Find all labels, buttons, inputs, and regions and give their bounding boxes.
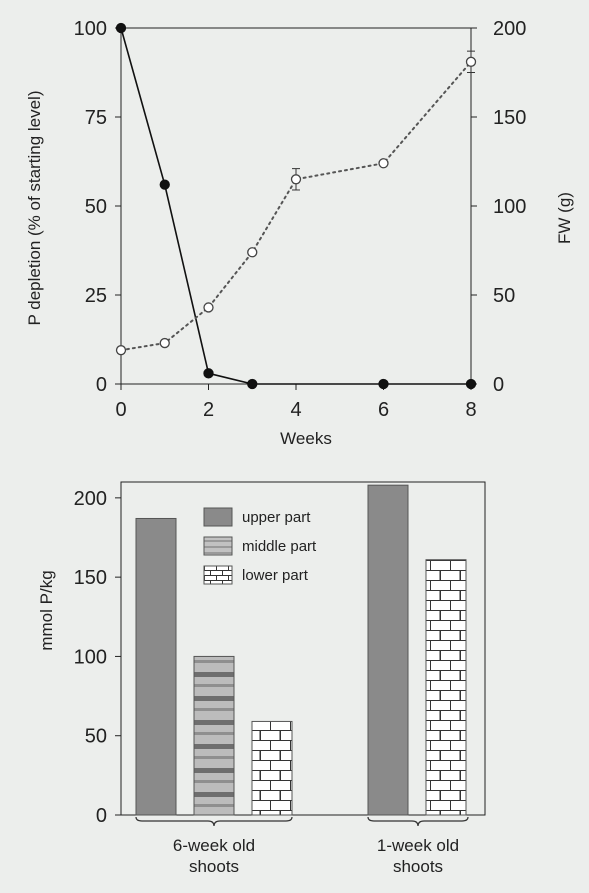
bottom-y-axis-label: mmol P/kg xyxy=(37,570,56,650)
bottom-y-tick-label: 50 xyxy=(85,726,107,748)
group-label-line: shoots xyxy=(189,857,239,876)
p-depletion-data-point xyxy=(115,22,127,34)
top-y-axis-label: P depletion (% of starting level) xyxy=(25,91,44,326)
bottom-chart-group-labels: 6-week old shoots 1-week old shoots xyxy=(135,816,469,876)
fw-data-point xyxy=(159,337,170,349)
legend-label: middle part xyxy=(242,538,317,555)
top-x-tick-label: 0 xyxy=(115,399,126,421)
top-y-tick-label: 100 xyxy=(74,18,107,40)
top-x-tick-label: 2 xyxy=(203,399,214,421)
legend-swatch-middle-part xyxy=(203,536,233,556)
bottom-plot-frame xyxy=(120,481,486,816)
fw-data-point xyxy=(203,302,214,313)
top-y2-tick-label: 150 xyxy=(493,107,526,129)
p-depletion-data-point xyxy=(378,378,389,390)
group-brace xyxy=(135,816,293,827)
top-x-tick-label: 4 xyxy=(290,399,301,421)
bottom-chart-axes xyxy=(120,481,486,816)
top-chart-marks xyxy=(115,22,477,390)
bar-upper-part xyxy=(135,517,177,816)
bottom-chart-ticks: 0 50 100 150 200 xyxy=(74,488,121,827)
top-y2-tick-label: 200 xyxy=(493,18,526,40)
top-x-axis-label: Weeks xyxy=(280,429,332,448)
top-y2-axis-label: FW (g) xyxy=(555,192,574,244)
legend-label: upper part xyxy=(242,509,311,526)
fw-data-point xyxy=(290,174,302,185)
top-y-tick-label: 75 xyxy=(85,107,107,129)
top-y-tick-label: 0 xyxy=(96,374,107,396)
top-chart-axes xyxy=(120,27,472,385)
group-label-line: shoots xyxy=(393,857,443,876)
fw-data-point xyxy=(378,158,389,169)
legend-label: lower part xyxy=(242,567,309,584)
fw-data-point xyxy=(247,247,258,258)
p-depletion-series-line xyxy=(120,27,472,385)
top-x-tick-label: 8 xyxy=(465,399,476,421)
top-y-tick-label: 50 xyxy=(85,196,107,218)
bar-lower-part xyxy=(425,559,467,816)
top-y-tick-label: 25 xyxy=(85,285,107,307)
top-y2-tick-label: 0 xyxy=(493,374,504,396)
top-x-tick-label: 6 xyxy=(378,399,389,421)
fw-data-point xyxy=(115,345,127,356)
bottom-y-tick-label: 100 xyxy=(74,646,107,668)
legend-swatch-lower-part xyxy=(203,565,233,585)
bottom-y-tick-label: 0 xyxy=(96,805,107,827)
bottom-y-tick-label: 200 xyxy=(74,488,107,510)
bottom-y-tick-label: 150 xyxy=(74,567,107,589)
top-y2-tick-label: 100 xyxy=(493,196,526,218)
bar-upper-part xyxy=(367,484,409,816)
group-label-line: 6-week old xyxy=(173,836,255,855)
group-label-line: 1-week old xyxy=(377,836,459,855)
bottom-chart-legend: upper part middle part lower part xyxy=(203,507,317,585)
bar-lower-part xyxy=(251,720,293,816)
p-depletion-data-point xyxy=(247,378,258,390)
bar-middle-part xyxy=(193,655,235,816)
top-y2-tick-label: 50 xyxy=(493,285,515,307)
group-brace xyxy=(367,816,469,827)
p-depletion-data-point xyxy=(203,368,214,379)
p-depletion-data-point xyxy=(465,378,477,390)
top-plot-frame xyxy=(120,27,472,385)
bottom-chart: 0 50 100 150 200 upper part middle part lower … xyxy=(37,481,486,876)
fw-data-point xyxy=(465,56,477,67)
fw-series-line xyxy=(120,60,472,352)
bottom-chart-bars xyxy=(135,484,467,816)
legend-swatch-upper-part xyxy=(203,507,233,527)
p-depletion-data-point xyxy=(159,179,170,190)
